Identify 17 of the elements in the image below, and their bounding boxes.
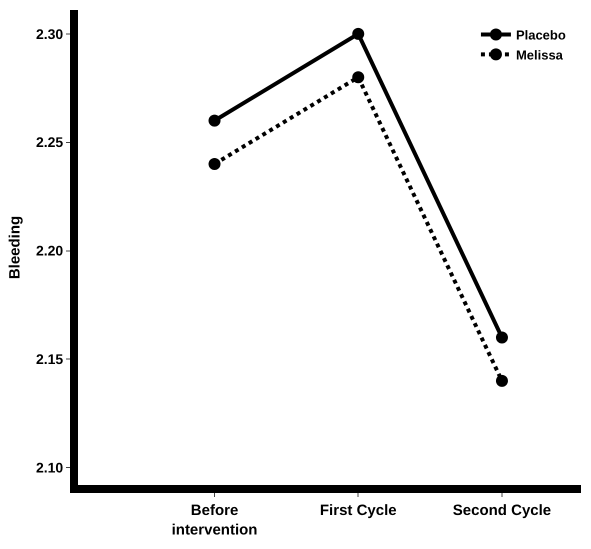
x-tick-label: Second Cycle (452, 502, 552, 519)
legend-label: Melissa (516, 47, 564, 62)
y-axis-title: Bleeding (6, 216, 24, 280)
y-tick-label: 2.15 (36, 351, 64, 368)
y-tick-label: 2.25 (36, 134, 64, 150)
point (352, 28, 364, 40)
y-tick-label: 2.30 (36, 26, 64, 42)
point (496, 374, 508, 387)
point (208, 158, 221, 170)
point (352, 71, 364, 84)
legend-label: Placebo (516, 28, 566, 43)
y-tick-label: 2.10 (36, 460, 64, 476)
x-tick-label: First Cycle (320, 502, 397, 519)
y-tick-label: 2.20 (36, 242, 64, 259)
x-tick-label: Before intervention (172, 502, 258, 538)
point (208, 114, 221, 127)
point (496, 332, 508, 344)
